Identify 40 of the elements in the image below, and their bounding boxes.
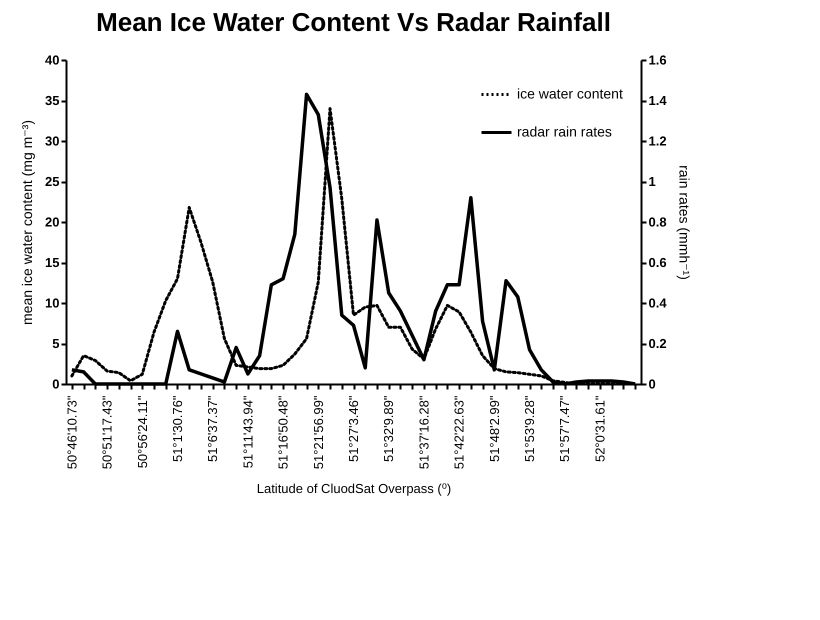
y-tick-label: 20 bbox=[45, 214, 60, 230]
x-axis-title: Latitude of CluodSat Overpass (⁰) bbox=[256, 481, 452, 496]
x-tick-label: 51°37'16.28" bbox=[416, 395, 432, 470]
x-tick-label: 51°6'37.37" bbox=[205, 395, 220, 462]
x-tick-label: 51°21'56.99" bbox=[310, 395, 326, 470]
y2-axis-title: rain rates (mmh⁻¹) bbox=[676, 165, 693, 280]
y-tick-label: 15 bbox=[45, 255, 60, 270]
x-tick-label: 51°48'2.99" bbox=[486, 395, 502, 462]
y2-tick-label: 0.2 bbox=[648, 336, 667, 351]
y2-tick-label: 1.6 bbox=[648, 52, 667, 68]
y2-tick-label: 0.6 bbox=[648, 255, 667, 270]
y2-tick-label: 0.4 bbox=[648, 296, 668, 310]
x-tick-label: 51°11'43.94" bbox=[240, 395, 256, 468]
y-tick-label: 30 bbox=[45, 134, 60, 148]
legend-label: radar rain rates bbox=[517, 124, 612, 140]
y-tick-label: 5 bbox=[52, 336, 60, 351]
y-tick-label: 35 bbox=[45, 93, 60, 108]
y2-tick-label: 0 bbox=[648, 376, 656, 392]
x-tick-label: 50°46'10.73" bbox=[64, 395, 80, 470]
legend-label: ice water content bbox=[517, 86, 623, 102]
y2-tick-label: 1.2 bbox=[648, 134, 667, 148]
y2-tick-label: 1 bbox=[648, 174, 656, 189]
x-tick-label: 51°1'30.76" bbox=[170, 395, 185, 462]
x-tick-label: 51°32'9.89" bbox=[381, 395, 396, 462]
y-tick-label: 10 bbox=[45, 296, 60, 310]
y2-tick-label: 0.8 bbox=[648, 214, 667, 230]
y2-tick-label: 1.4 bbox=[648, 93, 668, 108]
x-tick-label: 51°16'50.48" bbox=[276, 395, 291, 470]
y-tick-label: 25 bbox=[45, 174, 60, 189]
x-tick-label: 50°56'24.11" bbox=[134, 395, 150, 468]
x-tick-label: 50°51'17.43" bbox=[100, 395, 115, 470]
chart-title: Mean Ice Water Content Vs Radar Rainfall bbox=[96, 7, 611, 37]
y-tick-label: 40 bbox=[45, 52, 60, 68]
y-tick-label: 0 bbox=[52, 376, 60, 392]
x-tick-label: 51°27'3.46" bbox=[346, 395, 361, 462]
x-tick-label: 51°57'7.47" bbox=[557, 395, 572, 462]
x-tick-label: 51°42'22.63" bbox=[452, 395, 467, 470]
x-tick-label: 52°0'31.61" bbox=[592, 395, 608, 462]
y-axis-title: mean ice water content (mg m⁻³) bbox=[19, 120, 36, 326]
x-tick-label: 51°53'9.28" bbox=[522, 395, 538, 462]
